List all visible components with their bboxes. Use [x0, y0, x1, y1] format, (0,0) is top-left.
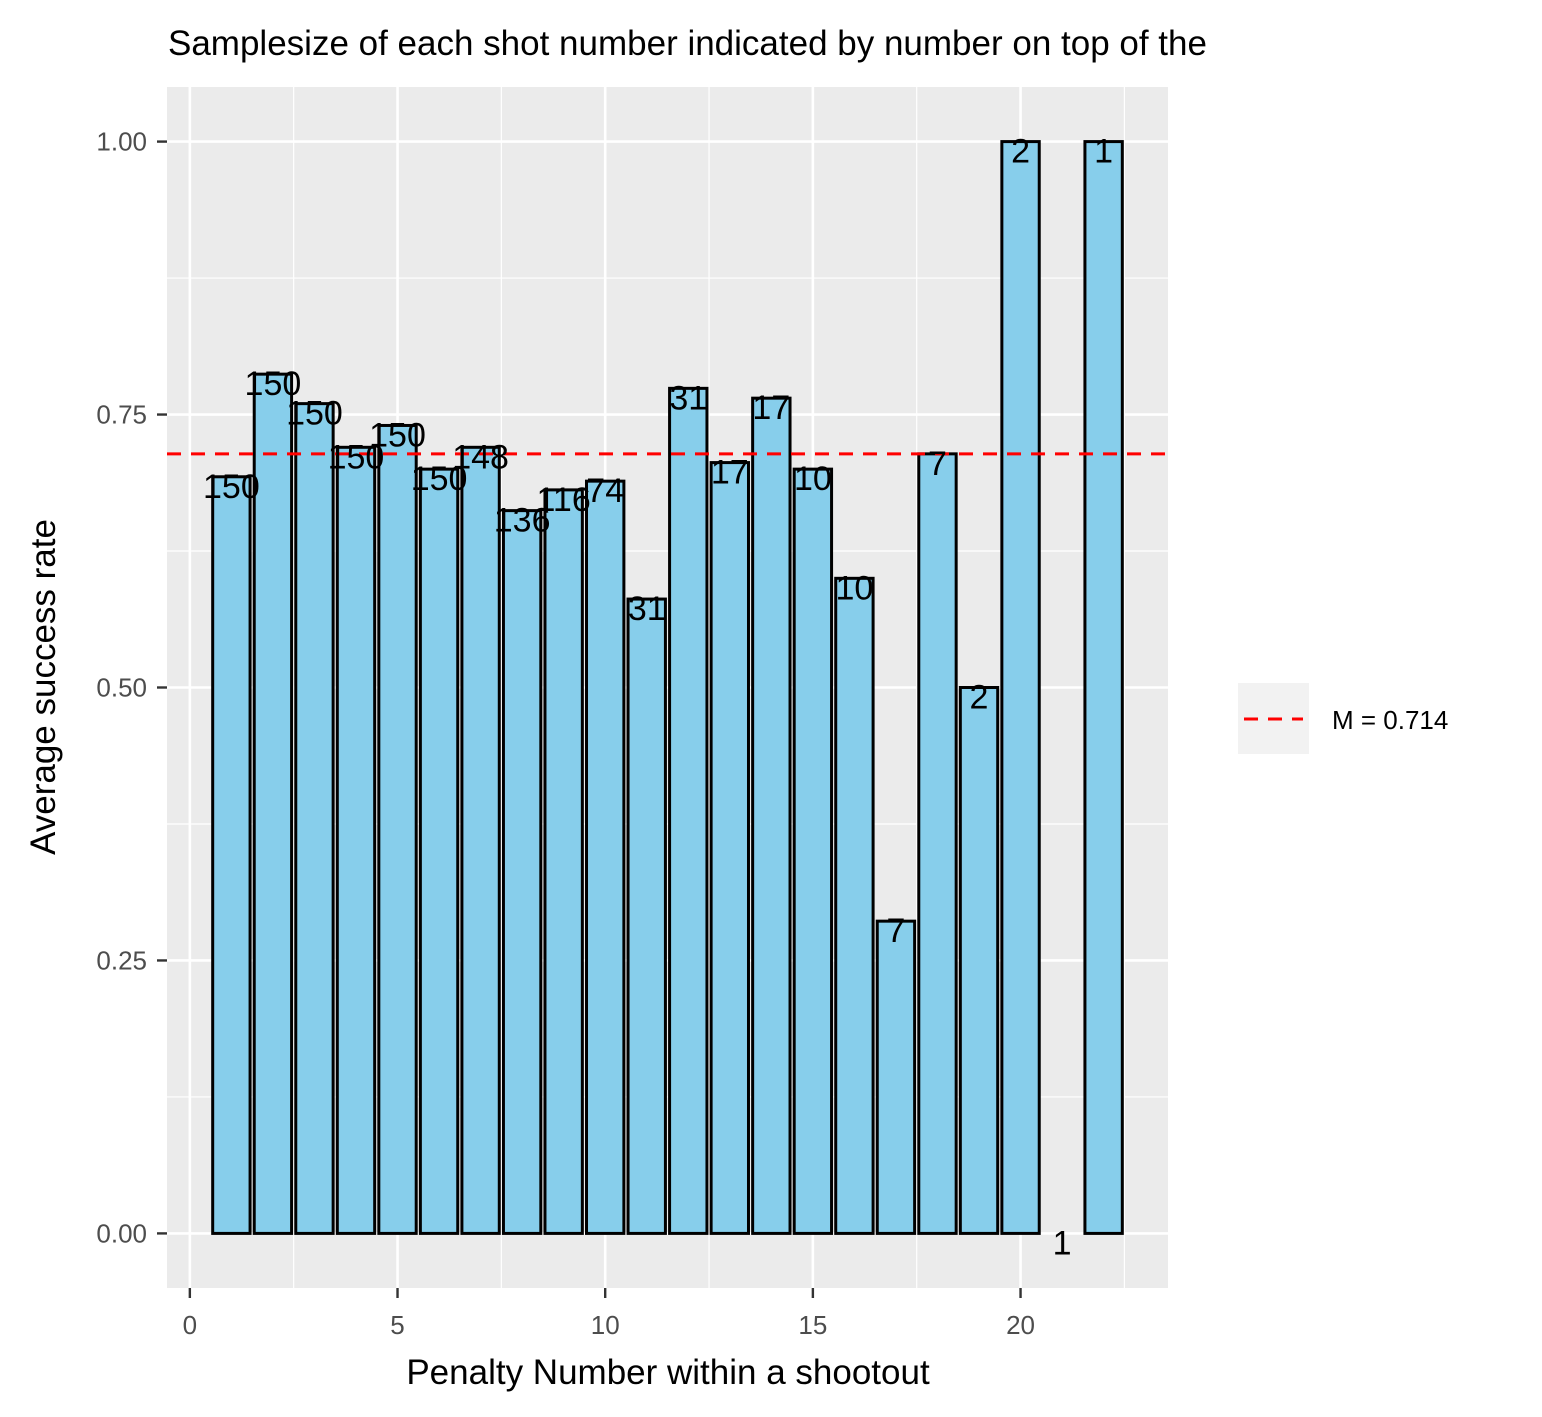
- y-tick-label: 0.50: [96, 673, 147, 703]
- x-tick-label: 15: [798, 1310, 827, 1340]
- bar: [294, 402, 335, 1235]
- bar-label: 148: [452, 438, 509, 476]
- y-tick-label: 0.00: [96, 1218, 147, 1248]
- bar: [1000, 140, 1041, 1235]
- bar-label: 150: [203, 468, 260, 506]
- bar: [335, 445, 377, 1235]
- bar-label: 17: [752, 389, 790, 427]
- chart-title: Samplesize of each shot number indicated…: [168, 24, 1207, 63]
- x-axis: 0 5 10 15 20: [183, 1288, 1035, 1340]
- x-tick-label: 10: [591, 1310, 620, 1340]
- bar-label: 74: [586, 472, 624, 510]
- bars: [211, 140, 1124, 1235]
- bar-label: 150: [328, 438, 385, 476]
- bar: [460, 445, 501, 1235]
- bar: [709, 461, 750, 1235]
- bar: [834, 576, 875, 1235]
- bar: [751, 396, 792, 1235]
- bar: [1083, 140, 1124, 1235]
- bar-label: 31: [669, 379, 707, 417]
- bar: [418, 467, 460, 1235]
- bar: [626, 597, 667, 1235]
- bar-label: 136: [494, 502, 551, 540]
- bar-label: 7: [928, 445, 947, 483]
- bar-label: 31: [628, 590, 666, 628]
- legend-label: M = 0.714: [1332, 705, 1448, 735]
- bar: [668, 386, 709, 1235]
- bar-label: 150: [245, 365, 302, 403]
- bar-label: 1: [1053, 1224, 1072, 1262]
- bar: [211, 475, 252, 1235]
- x-tick-label: 20: [1006, 1310, 1035, 1340]
- x-tick-label: 0: [183, 1310, 197, 1340]
- bar: [958, 686, 1000, 1235]
- bar-label: 10: [835, 569, 873, 607]
- bar: [917, 452, 958, 1235]
- bar-label: 10: [794, 460, 832, 498]
- x-axis-title: Penalty Number within a shootout: [406, 1353, 930, 1392]
- bar: [501, 509, 543, 1235]
- bar-label: 150: [286, 395, 343, 433]
- bar-label: 17: [711, 454, 749, 492]
- y-tick-label: 0.25: [96, 945, 147, 975]
- y-tick-label: 1.00: [96, 127, 147, 157]
- bar: [875, 919, 917, 1235]
- bar: [585, 479, 626, 1235]
- x-tick-label: 5: [390, 1310, 404, 1340]
- bar-label: 1: [1094, 133, 1113, 171]
- legend: M = 0.714: [1238, 683, 1448, 754]
- bar: [252, 372, 294, 1235]
- y-axis: 0.00 0.25 0.50 0.75 1.00: [96, 127, 167, 1248]
- bar-label: 150: [369, 416, 426, 454]
- bar-label: 7: [886, 912, 905, 950]
- bar: [543, 488, 584, 1235]
- bar-label: 116: [537, 481, 591, 519]
- bar: [377, 423, 418, 1235]
- bar-labels: 1501501501501501501481361167431311717101…: [203, 133, 1113, 1263]
- y-axis-title: Average success rate: [24, 519, 63, 855]
- bar: [792, 467, 834, 1235]
- bar-label: 2: [970, 678, 989, 716]
- bar-label: 150: [411, 460, 468, 498]
- bar-label: 2: [1011, 133, 1030, 171]
- y-tick-label: 0.75: [96, 400, 147, 430]
